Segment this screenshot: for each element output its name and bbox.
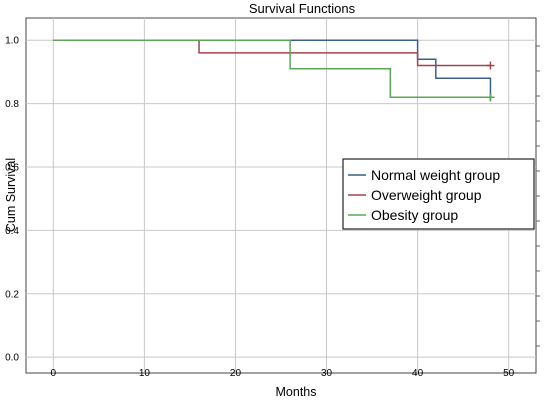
curve-series-2 bbox=[53, 39, 491, 98]
y-tick-label: 0.8 bbox=[5, 99, 19, 110]
y-tick-labels: 0.0 0.2 0.4 0.6 0.8 1.0 bbox=[5, 36, 19, 364]
chart-title: Survival Functions bbox=[249, 1, 356, 16]
x-tick-label: 50 bbox=[503, 368, 515, 379]
curve-series-0 bbox=[53, 39, 492, 98]
y-tick-label: 0.6 bbox=[5, 162, 19, 173]
x-tick-label: 20 bbox=[230, 368, 242, 379]
x-axis-label: Months bbox=[276, 385, 317, 399]
x-tick-label: 10 bbox=[139, 368, 151, 379]
grid-lines bbox=[26, 18, 536, 373]
legend-box bbox=[342, 158, 535, 230]
legend: Normal weight group Overweight group Obesi… bbox=[342, 158, 535, 230]
y-tick-label: 0.0 bbox=[5, 353, 19, 364]
legend-label: Normal weight group bbox=[371, 167, 500, 183]
legend-label: Obesity group bbox=[371, 207, 458, 223]
legend-label: Overweight group bbox=[371, 187, 482, 203]
x-tick-label: 0 bbox=[51, 368, 57, 379]
y-tick-label: 1.0 bbox=[5, 36, 19, 47]
y-tick-label: 0.2 bbox=[5, 289, 19, 300]
y-axis-label: Cum Survival bbox=[4, 158, 18, 232]
y-tick-label: 0.4 bbox=[5, 226, 19, 237]
right-axis-ticks bbox=[536, 45, 540, 347]
x-tick-label: 30 bbox=[321, 368, 333, 379]
survival-curves bbox=[53, 39, 495, 102]
x-tick-labels: 0 10 20 30 40 50 bbox=[51, 368, 515, 379]
x-tick-label: 40 bbox=[412, 368, 424, 379]
